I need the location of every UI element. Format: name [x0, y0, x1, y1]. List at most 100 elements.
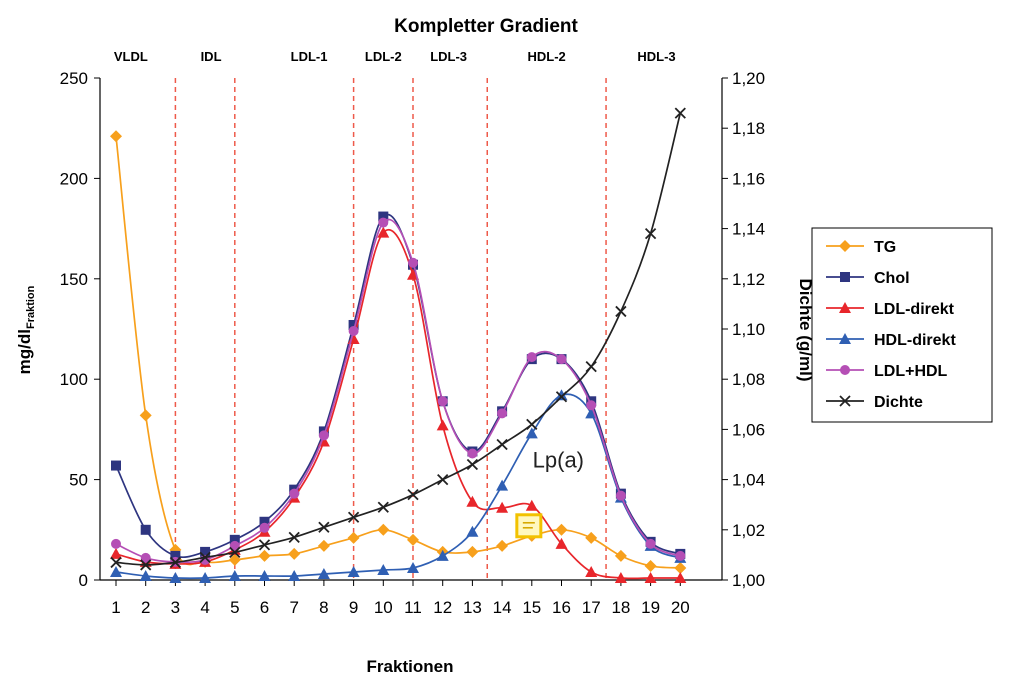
marker-stroke [169, 556, 182, 569]
y-tick-label: 0 [79, 571, 88, 590]
region-label: VLDL [114, 49, 148, 64]
data-point [229, 546, 241, 559]
y2-tick-label: 1,08 [732, 370, 765, 389]
data-point [228, 553, 241, 566]
marker-stroke [526, 418, 538, 431]
data-point [377, 226, 390, 238]
series-line [115, 136, 681, 569]
data-point [526, 352, 537, 363]
data-point [288, 531, 300, 543]
data-point [496, 539, 509, 552]
data-point [258, 549, 271, 562]
marker-stroke [347, 511, 360, 523]
data-point [555, 523, 568, 536]
data-point [437, 473, 449, 486]
legend-box [811, 227, 993, 423]
data-point [139, 569, 152, 581]
series-tg [110, 130, 687, 574]
y-axis-label-subscript: Fraktion [25, 285, 37, 329]
series-chol [111, 211, 686, 561]
y2-tick-label: 1,02 [732, 521, 765, 540]
legend-marker [839, 333, 851, 344]
data-point [615, 490, 626, 501]
lpa-annotation: Lp(a) [533, 448, 584, 473]
y2-tick-label: 1,20 [732, 69, 765, 88]
data-point [199, 571, 212, 583]
data-point [614, 571, 627, 583]
y2-tick-label: 1,12 [732, 270, 765, 289]
marker-stroke [318, 521, 330, 533]
x-tick-label: 4 [200, 598, 209, 617]
data-point [555, 391, 568, 403]
y-tick-label: 100 [60, 370, 88, 389]
data-point [110, 556, 122, 569]
y2-tick-label: 1,06 [732, 420, 765, 439]
series-line [115, 112, 682, 566]
x-tick-label: 18 [611, 598, 630, 617]
data-point [526, 418, 538, 431]
data-point [110, 565, 122, 577]
data-point [437, 396, 448, 407]
data-point [586, 400, 597, 411]
note-icon[interactable] [515, 513, 543, 539]
data-point [348, 326, 359, 337]
marker-stroke [377, 501, 389, 513]
data-point [496, 479, 509, 491]
marker-stroke [615, 305, 627, 318]
y-tick-label: 200 [60, 169, 88, 188]
x-tick-label: 17 [582, 598, 601, 617]
data-point [289, 488, 300, 499]
x-tick-label: 7 [289, 598, 298, 617]
data-series [110, 107, 687, 583]
data-point [199, 551, 211, 564]
x-tick-label: 9 [349, 598, 358, 617]
data-point [347, 511, 360, 523]
legend-item: LDL-direkt [826, 301, 955, 318]
data-point [377, 501, 389, 513]
legend-label: Dichte [874, 394, 923, 411]
data-point [377, 563, 390, 575]
data-point [466, 495, 479, 507]
y2-tick-label: 1,18 [732, 119, 765, 138]
marker-stroke [140, 559, 152, 571]
data-point [675, 550, 686, 561]
data-point [347, 531, 360, 544]
legend-marker [840, 365, 850, 375]
data-point [645, 538, 656, 549]
marker-stroke [644, 227, 657, 240]
legend-item: LDL+HDL [826, 363, 948, 380]
data-point [378, 211, 389, 222]
y2-tick-label: 1,00 [732, 571, 765, 590]
region-label: LDL-3 [430, 49, 467, 64]
data-point [644, 571, 657, 583]
data-point [585, 407, 598, 419]
x-tick-label: 12 [433, 598, 452, 617]
data-point [259, 522, 270, 533]
data-point [555, 389, 568, 401]
y-tick-label: 250 [60, 69, 88, 88]
fraction-region-labels: VLDL IDL LDL-1 LDL-2 LDL-3 HDL-2 HDL-3 [114, 49, 676, 64]
x-tick-label: 1 [111, 598, 120, 617]
fraction-boundary-lines [174, 78, 607, 580]
data-point [288, 569, 301, 581]
marker-stroke [407, 489, 419, 501]
marker-stroke [555, 391, 568, 403]
series-line [115, 213, 681, 559]
x-tick-label: 11 [404, 598, 422, 617]
data-point [615, 305, 627, 318]
legend-label: HDL-direkt [874, 332, 956, 349]
region-label: HDL-3 [637, 49, 675, 64]
data-point [466, 525, 479, 537]
legend-marker [840, 272, 850, 282]
data-point [436, 549, 449, 561]
data-point [644, 227, 657, 240]
data-point [674, 561, 687, 574]
legend-item: Dichte [826, 394, 923, 411]
legend-label: LDL-direkt [874, 301, 955, 318]
data-point [140, 524, 151, 535]
y2-tick-label: 1,10 [732, 320, 765, 339]
data-point [644, 559, 657, 572]
x-tick-label: 14 [493, 598, 512, 617]
data-point [258, 569, 271, 581]
series-hdl-direkt [110, 389, 687, 583]
